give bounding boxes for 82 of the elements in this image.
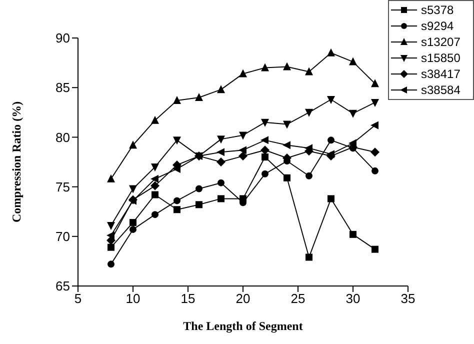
point bbox=[261, 118, 269, 127]
y-tick-label: 90 bbox=[56, 30, 70, 46]
point bbox=[129, 185, 137, 194]
x-tick-label: 35 bbox=[400, 291, 416, 306]
point bbox=[262, 154, 268, 161]
point bbox=[152, 211, 158, 218]
x-tick-label: 15 bbox=[180, 291, 196, 306]
point bbox=[106, 231, 114, 240]
legend-label: s13207 bbox=[421, 35, 460, 49]
point bbox=[306, 254, 312, 261]
x-tick-label: 20 bbox=[236, 291, 250, 306]
x-tick-label: 30 bbox=[346, 291, 360, 306]
point bbox=[174, 206, 180, 214]
point bbox=[328, 136, 334, 144]
point bbox=[282, 141, 290, 150]
point bbox=[107, 174, 115, 182]
point bbox=[217, 85, 225, 94]
point bbox=[107, 222, 115, 230]
point bbox=[196, 185, 202, 192]
point bbox=[130, 219, 136, 226]
point bbox=[371, 98, 379, 107]
point bbox=[260, 146, 270, 155]
point bbox=[173, 96, 181, 104]
point bbox=[350, 230, 356, 238]
x-tick-label: 5 bbox=[74, 291, 82, 306]
point bbox=[218, 179, 224, 186]
point bbox=[372, 167, 378, 174]
point bbox=[108, 244, 114, 251]
point bbox=[152, 191, 158, 198]
legend-label: s5378 bbox=[421, 3, 454, 17]
point bbox=[130, 226, 136, 233]
point bbox=[327, 96, 335, 104]
point bbox=[327, 48, 335, 56]
point bbox=[238, 146, 246, 154]
point bbox=[349, 57, 357, 66]
point bbox=[328, 195, 334, 202]
y-axis-title: Compression Ratio (%) bbox=[9, 101, 24, 223]
point bbox=[196, 201, 202, 208]
point bbox=[218, 195, 224, 202]
point bbox=[370, 148, 380, 157]
point bbox=[262, 170, 268, 178]
point bbox=[217, 136, 225, 144]
point bbox=[305, 108, 313, 117]
legend-label: s38584 bbox=[421, 83, 460, 97]
y-tick-label: 65 bbox=[56, 278, 70, 294]
point bbox=[174, 197, 180, 204]
point bbox=[238, 152, 248, 161]
point bbox=[108, 260, 114, 268]
point bbox=[284, 174, 290, 182]
x-tick-label: 25 bbox=[290, 291, 306, 306]
y-tick-label: 80 bbox=[56, 130, 70, 145]
point bbox=[151, 163, 159, 172]
point bbox=[260, 136, 268, 144]
point bbox=[239, 69, 247, 78]
point bbox=[261, 63, 269, 72]
point bbox=[283, 120, 291, 129]
point bbox=[306, 172, 312, 180]
point bbox=[283, 62, 291, 70]
point bbox=[150, 174, 158, 183]
legend-label: s9294 bbox=[421, 19, 454, 33]
point bbox=[348, 139, 356, 148]
point bbox=[195, 93, 203, 102]
legend-label: s38417 bbox=[421, 67, 460, 81]
point bbox=[305, 67, 313, 76]
point bbox=[216, 158, 226, 166]
legend-label: s15850 bbox=[421, 51, 460, 65]
point bbox=[216, 148, 224, 156]
point bbox=[173, 136, 181, 145]
point bbox=[239, 132, 247, 140]
y-tick-label: 70 bbox=[56, 229, 70, 244]
x-tick-label: 10 bbox=[126, 291, 140, 306]
point bbox=[150, 181, 160, 190]
point bbox=[326, 150, 334, 158]
point bbox=[129, 140, 137, 149]
point bbox=[349, 110, 357, 118]
point bbox=[151, 116, 159, 124]
x-axis-title: The Length of Segment bbox=[183, 319, 303, 333]
y-tick-label: 75 bbox=[56, 179, 70, 194]
point bbox=[372, 246, 378, 253]
y-tick-label: 85 bbox=[56, 80, 70, 96]
point bbox=[370, 121, 378, 130]
point bbox=[371, 79, 379, 88]
